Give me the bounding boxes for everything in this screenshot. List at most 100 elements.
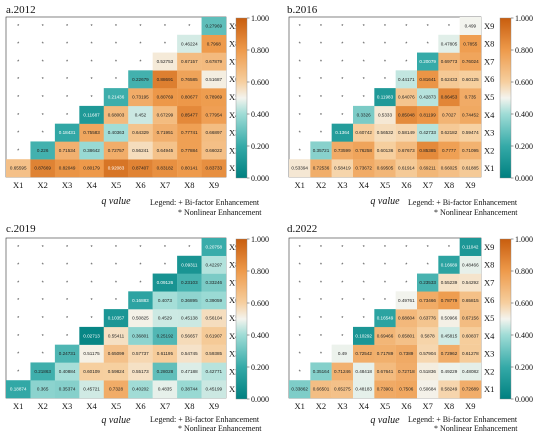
cell-value: 0.73672 [355,166,372,171]
enhancement-mark: * [17,42,20,48]
heatmap-cell [103,123,129,142]
cell-value: 0.64945 [157,148,174,153]
heatmap-cell [395,123,418,142]
y-labels-c: X1 X2 X3 X4 X5 X6 X7 X8 X9 [229,242,240,394]
enhancement-mark: * [164,263,167,269]
heatmap-cell [395,362,418,381]
heatmap-cell [395,70,418,89]
enhancement-mark: * [299,148,302,154]
colorbar-ramp [235,17,248,179]
cell-value: 0.71789 [377,351,394,356]
cell-value: 0.55239 [441,280,458,285]
cell-value: 0.56532 [377,130,394,135]
heatmap-cell [417,380,439,399]
cell-value: 0.18874 [10,387,27,392]
colorbar-ramp [499,17,512,179]
cell-value: 0.02713 [83,333,100,338]
enhancement-mark: * [363,298,366,304]
x-tick-label: X3 [62,180,72,190]
x-tick-label: X6 [401,180,411,190]
enhancement-mark: * [299,131,302,137]
cell-value: 0.45721 [83,387,100,392]
heatmap-cell [374,380,396,399]
heatmap-cell [177,291,202,310]
heatmap-cell [417,273,439,292]
colorbar-ramp [499,238,512,400]
heatmap-cell [374,362,396,381]
heatmap-cell [128,70,153,89]
heatmap-cell [201,70,227,89]
heatmap-cell [438,291,460,310]
heatmap-cell [374,123,396,142]
cell-value: 0.11983 [377,95,394,100]
colorbar-tick-label: 0.400 [251,110,269,119]
enhancement-mark: * [90,95,93,101]
x-tick-label: X8 [184,401,194,411]
cell-value: 0.20079 [419,59,436,64]
cell-value: 0.72689 [462,387,479,392]
heatmap-cell [459,309,482,328]
cell-value: 0.53394 [291,166,308,171]
enhancement-mark: * [299,316,302,322]
enhancement-mark: * [299,280,302,286]
cell-value: 0.62182 [441,130,458,135]
heatmap-cell [438,141,460,160]
cell-value: 0.365 [37,387,49,392]
colorbar-a: 0.000 0.200 0.400 0.600 0.800 1.000 [235,14,269,183]
heatmap-cell [459,17,482,35]
cell-value: 0.7777 [442,148,456,153]
enhancement-mark: * [42,316,45,322]
enhancement-mark: * [17,77,20,83]
heatmap-cell [201,159,227,178]
heatmap-cell [177,88,202,107]
enhancement-mark: * [299,59,302,65]
heatmap-cell [103,88,129,107]
x-tick-label: X3 [337,180,347,190]
y-tick-label: X1 [229,384,239,394]
enhancement-mark: * [448,245,451,251]
heatmap-cell [152,344,178,363]
enhancement-mark: * [448,24,451,30]
heatmap-cell [79,105,104,124]
y-tick-label: X7 [484,277,494,287]
cell-value: 0.45199 [205,387,222,392]
enhancement-mark: * [299,245,302,251]
heatmap-cell [79,344,104,363]
heatmap-cell [374,88,396,107]
enhancement-mark: * [66,42,69,48]
cell-value: 0.47805 [441,41,458,46]
x-tick-label: X4 [358,401,369,411]
cell-value: 0.65275 [334,387,351,392]
x-tick-label: X1 [294,401,304,411]
cell-value: 0.36895 [181,298,198,303]
heatmap-cell [438,123,460,142]
cell-value: 0.18431 [59,130,76,135]
enhancement-mark: * [66,316,69,322]
heatmap-cell [201,52,227,71]
cell-value: 0.23103 [181,280,198,285]
heatmap-cell [201,123,227,142]
heatmap-cell [459,52,482,71]
cell-value: 0.16689 [441,262,458,267]
enhancement-mark: * [42,24,45,30]
heatmap-cell [201,309,227,328]
cell-value: 0.39059 [205,298,222,303]
cell-value: 0.57904 [419,351,436,356]
enhancement-mark: * [320,42,323,48]
cell-value: 0.58249 [441,387,458,392]
enhancement-mark: * [299,95,302,101]
cell-value: 0.86453 [441,95,458,100]
cell-value: 0.64329 [132,130,149,135]
y-tick-label: X1 [484,384,494,394]
x-tick-label: X9 [465,401,475,411]
enhancement-mark: * [405,263,408,269]
enhancement-mark: * [320,59,323,65]
enhancement-mark: * [17,113,20,119]
panel-a: a.2012 0.65595 0.87669 0.82049 0.80179 0.920… [5,4,269,217]
enhancement-mark: * [90,59,93,65]
enhancement-mark: * [42,42,45,48]
x-tick-label: X6 [401,401,411,411]
enhancement-mark: * [363,42,366,48]
enhancement-mark: * [90,245,93,251]
x-tick-label: X1 [294,180,304,190]
